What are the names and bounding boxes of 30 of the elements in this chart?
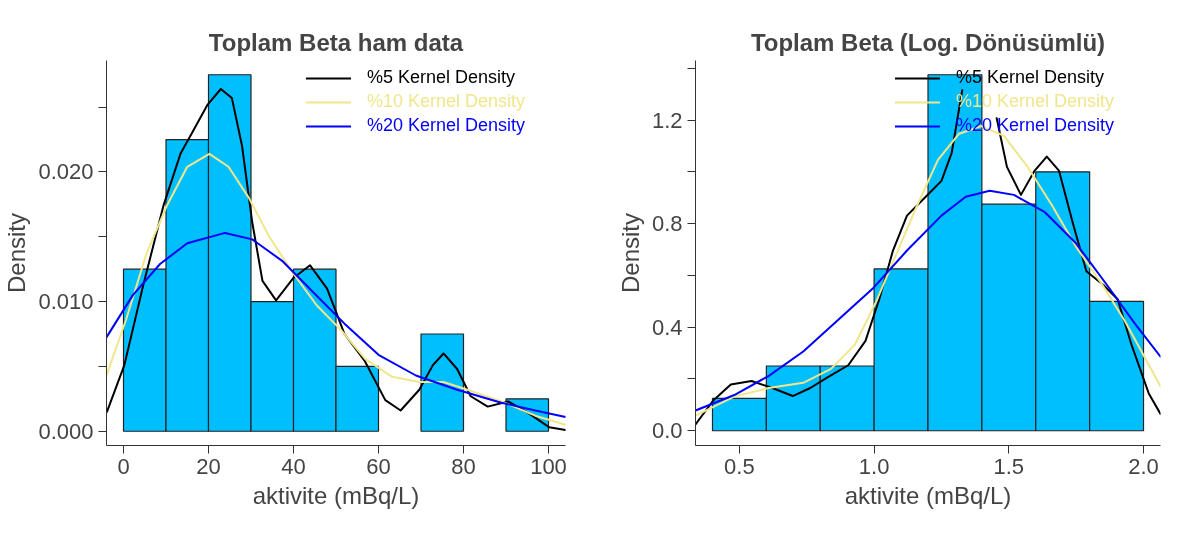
legend-label: %5 Kernel Density: [367, 67, 516, 88]
chart-title: Toplam Beta (Log. Dönüsümlü): [750, 28, 1106, 56]
line-series: [106, 88, 566, 431]
line-series: [106, 231, 566, 418]
y-axis-title: Density: [616, 212, 644, 294]
x-tick-label: 80: [451, 453, 476, 479]
legend-label: %10 Kernel Density: [367, 91, 526, 112]
y-tick-label: 0.000: [38, 418, 94, 444]
x-tick-label: 2.0: [1128, 453, 1159, 479]
x-tick-label: 1.0: [858, 453, 890, 479]
x-axis-title: aktivite (mBq/L): [844, 481, 1012, 509]
x-axis-title: aktivite (mBq/L): [252, 481, 420, 509]
line-series: [695, 189, 1161, 412]
y-tick-label: 0.4: [651, 314, 683, 340]
x-tick-label: 100: [530, 453, 567, 479]
x-tick-label: 0: [117, 453, 130, 479]
y-tick-label: 1.2: [651, 107, 683, 133]
y-tick-label: 0.020: [38, 159, 94, 185]
x-tick-label: 1.5: [993, 453, 1025, 479]
x-tick-label: 40: [281, 453, 306, 479]
y-tick-label: 0.8: [651, 211, 683, 237]
x-tick-label: 60: [366, 453, 391, 479]
chart-title: Toplam Beta ham data: [208, 28, 464, 56]
y-axis-title: Density: [3, 212, 31, 294]
legend-label: %20 Kernel Density: [367, 115, 526, 136]
y-tick-label: 0.010: [38, 289, 94, 315]
y-tick-label: 0.0: [651, 418, 683, 444]
x-tick-label: 0.5: [724, 453, 755, 479]
x-tick-label: 20: [196, 453, 221, 479]
line-series: [106, 152, 566, 426]
